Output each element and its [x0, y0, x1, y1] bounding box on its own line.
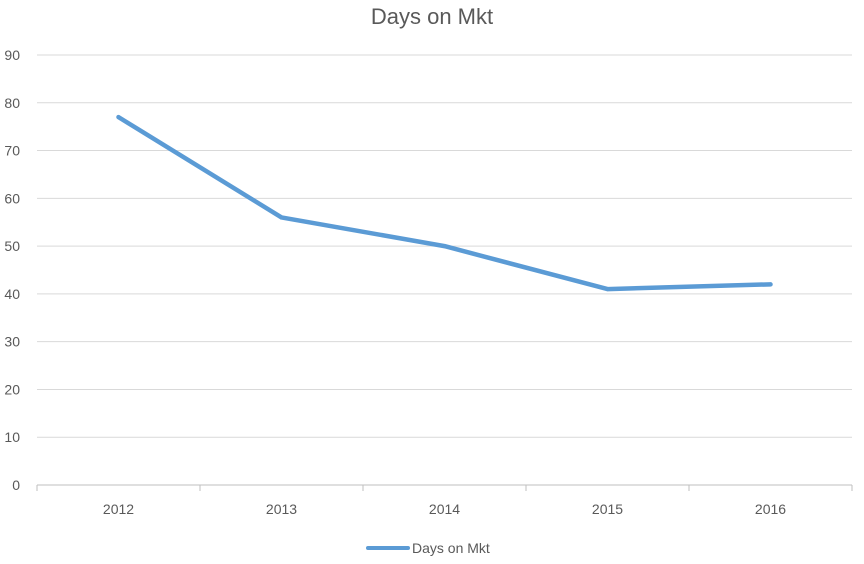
series-line-0	[116, 114, 773, 292]
y-tick-label: 80	[4, 95, 20, 111]
data-point	[279, 215, 284, 220]
y-tick-label: 70	[4, 143, 20, 159]
x-tick-label: 2016	[755, 501, 786, 517]
axes: 0 10 20 30 40 50 60 70 80 90 2012 2013 2014 2015 2016	[4, 47, 853, 517]
y-tick-label: 40	[4, 286, 20, 302]
x-tick-label: 2014	[429, 501, 460, 517]
y-tick-label: 50	[4, 238, 20, 254]
legend-label: Days on Mkt	[412, 540, 490, 556]
y-tick-label: 20	[4, 381, 20, 397]
gridlines	[37, 54, 852, 486]
y-tick-label: 90	[4, 47, 20, 63]
x-tick-label: 2015	[592, 501, 623, 517]
data-point	[442, 244, 447, 249]
x-tick-label: 2012	[103, 501, 134, 517]
data-point	[605, 287, 610, 292]
x-tick-label: 2013	[266, 501, 297, 517]
series-layer	[116, 114, 773, 292]
y-tick-label: 30	[4, 334, 20, 350]
y-tick-label: 60	[4, 190, 20, 206]
chart-title: Days on Mkt	[371, 4, 493, 29]
legend: Days on Mkt	[366, 540, 490, 556]
y-tick-label: 10	[4, 429, 20, 445]
y-tick-label: 0	[12, 477, 20, 493]
data-point	[116, 115, 121, 120]
data-point	[768, 282, 773, 287]
